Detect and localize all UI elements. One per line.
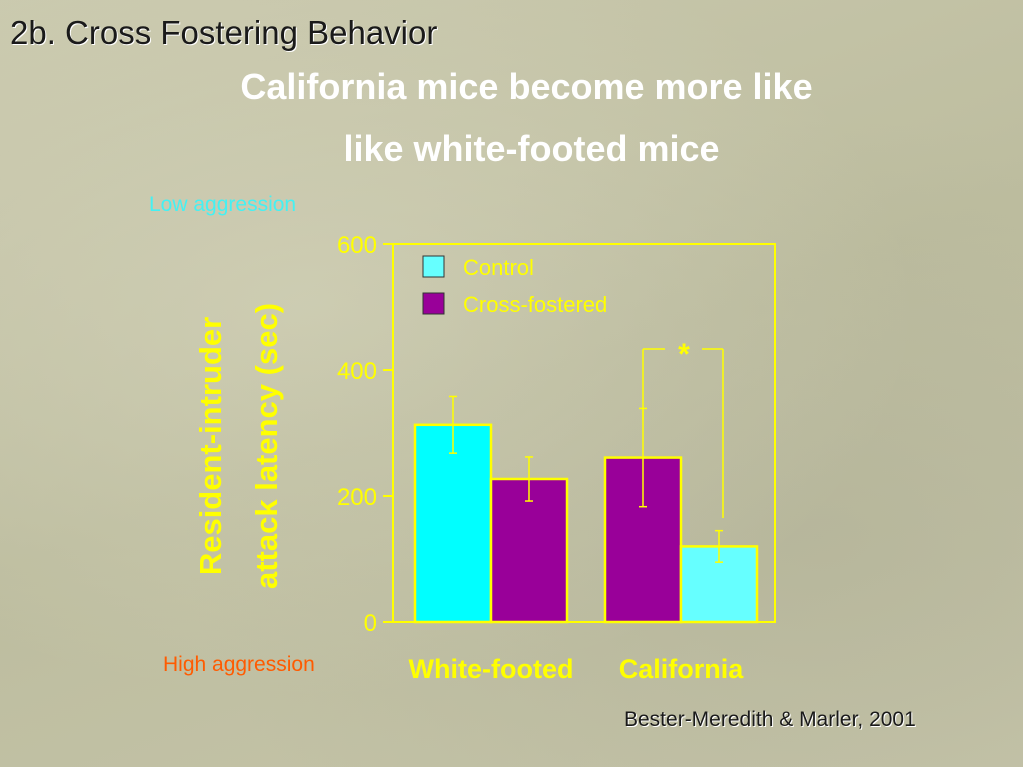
x-category-label: White-footed <box>409 654 574 684</box>
citation: Bester-Meredith & Marler, 2001 <box>624 708 916 731</box>
y-tick-label: 200 <box>337 484 377 511</box>
y-tick-label: 0 <box>364 610 377 637</box>
bar-cross-fostered <box>489 477 569 624</box>
high-aggression-annotation: High aggression <box>163 653 315 676</box>
headline-line-2: like white-footed mice <box>343 128 720 169</box>
headline-line-1: California mice become more like <box>240 66 813 107</box>
bar-control <box>413 423 493 624</box>
plot-frame <box>392 243 776 623</box>
y-tick-label: 400 <box>337 358 377 385</box>
y-axis-label-line-1: Resident-intruder <box>193 317 228 575</box>
significance-marker: * <box>678 338 690 371</box>
low-aggression-annotation: Low aggression <box>149 193 297 216</box>
legend-swatch <box>422 292 445 315</box>
legend-label: Control <box>463 255 534 280</box>
y-tick-label: 600 <box>337 232 377 259</box>
section-title: 2b. Cross Fostering Behavior <box>10 14 438 51</box>
legend-label: Cross-fostered <box>463 292 607 317</box>
y-axis-label-line-2: attack latency (sec) <box>249 303 284 589</box>
x-category-label: California <box>619 654 745 684</box>
legend-swatch <box>422 255 445 278</box>
